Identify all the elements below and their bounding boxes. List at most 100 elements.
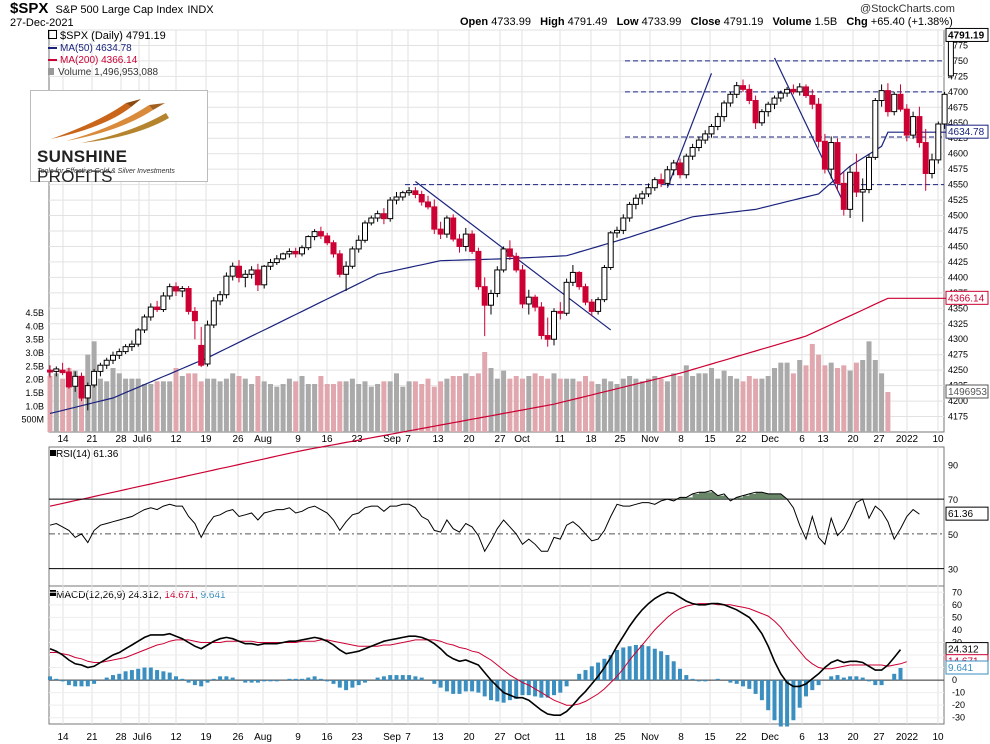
volume-bar	[450, 376, 456, 432]
high-value: 4791.49	[567, 16, 608, 28]
volume-bar	[601, 378, 607, 432]
macd-histogram-bar	[337, 680, 342, 688]
price-tick-label: 4275	[948, 350, 968, 360]
macd-histogram-bar	[715, 678, 720, 681]
price-tick-label: 4650	[948, 118, 968, 128]
candle-up	[771, 97, 778, 105]
x-tick-label-macd: 10	[932, 732, 944, 743]
volume-bar	[683, 365, 689, 432]
candle-down	[815, 103, 822, 142]
volume-bar	[746, 376, 752, 432]
logo-swoosh-icon	[51, 99, 169, 143]
volume-bar	[97, 378, 103, 432]
volume-bar	[620, 378, 626, 432]
candle-down	[191, 310, 198, 322]
x-tick-label-price: 23	[351, 434, 363, 445]
volume-bar	[192, 373, 198, 432]
macd-histogram-bar	[407, 675, 412, 681]
volume-bar	[129, 378, 135, 432]
macd-histogram-bar	[325, 680, 330, 682]
macd-histogram-bar	[161, 671, 166, 681]
candle-up	[393, 196, 400, 201]
x-tick-label-price: 6	[146, 434, 152, 445]
volume-bar	[381, 381, 387, 432]
x-tick-label-price: 16	[321, 434, 333, 445]
volume-bar	[734, 378, 740, 432]
legend-price: $SPX (Daily) 4791.19	[48, 30, 166, 43]
x-tick-label-price: 11	[555, 434, 566, 445]
candle-down	[884, 90, 891, 113]
x-tick-label-macd: 16	[321, 732, 333, 743]
volume-bar	[564, 378, 570, 432]
candle-up	[210, 300, 217, 326]
macd-histogram-bar	[476, 680, 481, 693]
volume-bar	[431, 386, 437, 432]
macd-histogram-bar	[54, 678, 59, 681]
volume-bar	[160, 381, 166, 432]
macd-histogram-bar	[759, 680, 764, 701]
macd-histogram-bar	[394, 675, 399, 681]
logo-tagline: Tools for Effective Gold & Silver Invest…	[37, 168, 175, 175]
volume-bar	[595, 384, 601, 432]
macd-histogram-bar	[85, 680, 90, 687]
volume-bar	[809, 344, 815, 432]
volume-bar	[66, 368, 72, 432]
macd-histogram-bar	[873, 680, 878, 686]
macd-histogram-bar	[463, 680, 468, 692]
candle-up	[305, 236, 312, 249]
candle-down	[588, 301, 595, 312]
macd-title-main: MACD(12,26,9) 24.312,	[56, 590, 164, 601]
macd-histogram-bar	[79, 680, 84, 687]
macd-histogram-bar	[224, 676, 229, 681]
macd-histogram-bar	[589, 666, 594, 681]
macd-histogram-bar	[741, 680, 745, 687]
candle-up	[683, 155, 690, 176]
macd-histogram-bar	[495, 680, 500, 702]
volume-bar	[438, 381, 444, 432]
candle-up	[632, 197, 639, 205]
macd-histogram-bar	[545, 680, 550, 698]
macd-histogram-bar	[293, 678, 298, 681]
candle-down	[532, 296, 539, 308]
candle-down	[185, 288, 192, 312]
candle-up	[217, 294, 224, 302]
macd-histogram-bar	[829, 676, 834, 681]
macd-tick-label: 50	[952, 612, 962, 622]
macd-histogram-bar	[778, 680, 783, 727]
macd-histogram-bar	[331, 680, 336, 684]
candle-down	[412, 190, 419, 196]
volume-bar	[633, 378, 639, 432]
x-tick-label-macd: 21	[86, 732, 98, 743]
candle-down	[853, 171, 860, 193]
candle-up	[286, 250, 293, 255]
x-tick-label-macd: 14	[57, 732, 69, 743]
macd-histogram-bar	[444, 680, 449, 692]
macd-histogram-bar	[129, 670, 134, 681]
volume-bar	[368, 386, 374, 432]
candle-down	[154, 306, 161, 311]
volume-bar	[475, 373, 481, 432]
price-tick-label: 4525	[948, 195, 968, 205]
macd-histogram-bar	[791, 680, 796, 721]
macd-histogram-bar	[230, 677, 235, 681]
macd-histogram-bar	[400, 675, 405, 681]
ma50-value-label: 4634.78	[948, 127, 985, 138]
sunshine-profits-logo: SUNSHINE PROFITS Tools for Effective Gol…	[30, 90, 208, 186]
brand[interactable]: @StockCharts.com	[860, 3, 955, 15]
macd-histogram-bar	[848, 676, 853, 681]
x-tick-label-price: 28	[115, 434, 127, 445]
candle-down	[840, 182, 847, 210]
macd-histogram-bar	[218, 676, 223, 681]
volume-bar	[759, 378, 765, 432]
x-tick-label-macd: Nov	[641, 732, 659, 743]
volume-bar	[274, 386, 280, 432]
candle-up	[733, 85, 740, 95]
x-tick-label-price: 21	[86, 434, 98, 445]
macd-histogram-bar	[142, 667, 147, 681]
candle-up	[387, 199, 394, 220]
candle-down	[336, 253, 343, 275]
volume-bar	[148, 384, 154, 432]
rsi-value-label-box	[945, 506, 989, 521]
rsi-tick-label: 70	[948, 495, 958, 505]
